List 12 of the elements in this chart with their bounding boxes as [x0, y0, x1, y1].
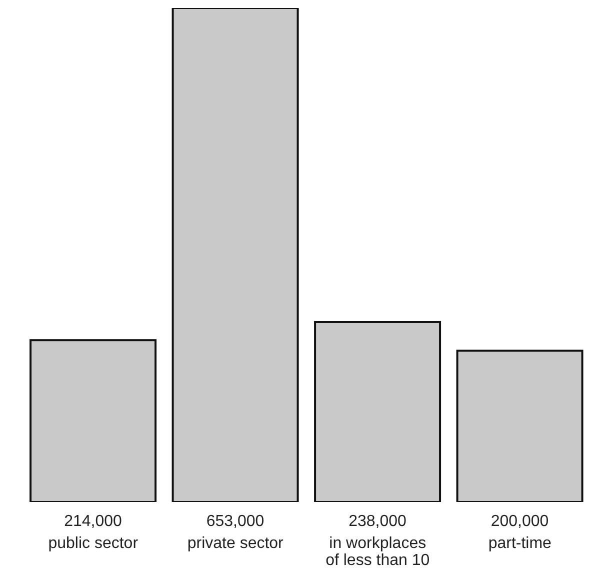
bar	[172, 8, 299, 502]
x-tick-label: public sector	[48, 535, 139, 552]
bar	[30, 339, 157, 502]
x-tick-label: private sector	[187, 535, 284, 552]
bar	[456, 350, 584, 502]
x-tick-label: in workplaces of less than 10	[326, 535, 430, 569]
data-label: 214,000	[64, 513, 122, 530]
data-label: 200,000	[490, 513, 549, 530]
x-tick-label: part-time	[488, 535, 552, 552]
data-label: 238,000	[348, 513, 407, 530]
data-label: 653,000	[206, 513, 264, 530]
bar	[314, 320, 442, 502]
